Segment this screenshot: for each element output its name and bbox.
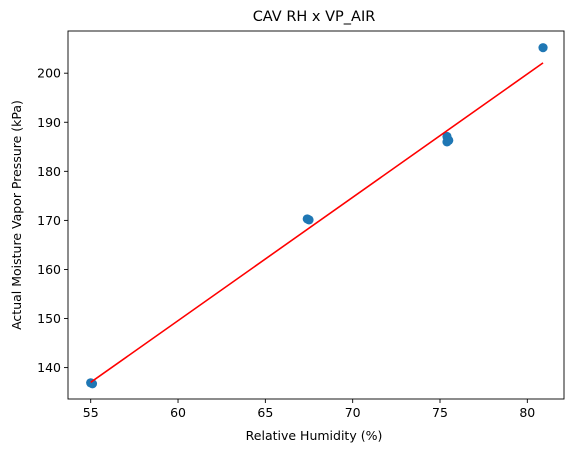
x-tick-label-60: 60 (170, 405, 186, 420)
y-tick-label-170: 170 (37, 213, 61, 228)
data-point-3 (304, 215, 313, 224)
x-tick-label-70: 70 (345, 405, 361, 420)
y-tick-label-180: 180 (37, 164, 61, 179)
y-tick-label-190: 190 (37, 115, 61, 130)
y-axis-label: Actual Moisture Vapor Pressure (kPa) (9, 100, 24, 330)
data-point-7 (538, 43, 547, 52)
x-tick-label-55: 55 (83, 405, 99, 420)
x-tick-label-65: 65 (257, 405, 273, 420)
y-tick-label-140: 140 (37, 360, 61, 375)
x-tick-label-75: 75 (432, 405, 448, 420)
x-axis-label: Relative Humidity (%) (246, 428, 383, 443)
y-tick-label-200: 200 (37, 66, 61, 81)
plot-area (68, 31, 564, 399)
y-axis: 140 150 160 170 180 190 200 (37, 66, 68, 375)
y-tick-label-150: 150 (37, 311, 61, 326)
plot-frame (68, 31, 564, 399)
x-tick-label-80: 80 (519, 405, 535, 420)
chart-title: CAV RH x VP_AIR (253, 9, 376, 25)
data-point-6 (444, 136, 453, 145)
x-axis: 55 60 65 70 75 80 (83, 399, 536, 420)
y-tick-label-160: 160 (37, 262, 61, 277)
